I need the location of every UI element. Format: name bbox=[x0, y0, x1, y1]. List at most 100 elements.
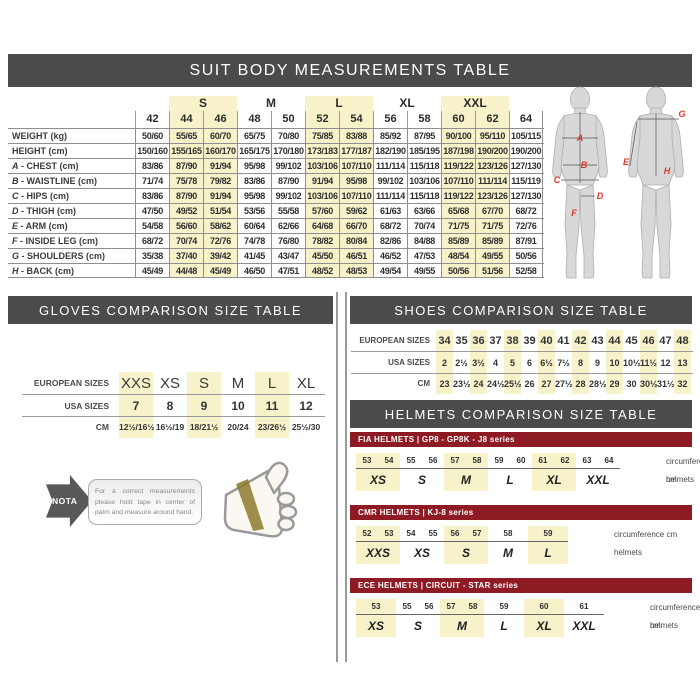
helmet-circumference-row: 59 bbox=[484, 599, 524, 615]
suit-value-cell: 49/54 bbox=[373, 264, 407, 277]
comp-cell: 4 bbox=[492, 358, 498, 368]
helmet-section: CMR HELMETS | KJ-8 series 52 53 XXS 54 55 XS 56… bbox=[350, 505, 692, 568]
helmet-circumference-row: 56 57 bbox=[444, 526, 488, 542]
suit-value-cell: 173/183 bbox=[305, 144, 339, 158]
suit-group-row: S M L XL XXL bbox=[8, 96, 544, 111]
suit-data-row: H - BACK (cm) 45/49 44/48 45/49 46/50 47/51 48… bbox=[8, 263, 544, 278]
thumb-measure-image bbox=[223, 461, 298, 538]
comp-cell: 24½ bbox=[487, 379, 505, 389]
suit-value-cell: 41/45 bbox=[237, 249, 271, 263]
suit-value-cell: 85/89 bbox=[475, 234, 509, 248]
suit-value-cell: 103/106 bbox=[305, 189, 339, 203]
suit-group-cell: L bbox=[305, 96, 373, 111]
suit-value-cell: 127/130 bbox=[509, 189, 543, 203]
helmet-size-group: 54 55 XS bbox=[400, 526, 444, 564]
nota-text: For a correct measurements please hold t… bbox=[95, 488, 195, 517]
comp-cell: 28 bbox=[572, 374, 589, 394]
helmet-section: FIA HELMETS | GP8 - GP8K - J8 series 53 54… bbox=[350, 432, 700, 495]
helmet-circumference-value: 53 bbox=[362, 456, 372, 465]
helmet-size-label: XL bbox=[546, 473, 562, 487]
helmet-circumference-row: 63 64 bbox=[576, 453, 620, 469]
suit-value-cell: 123/126 bbox=[475, 159, 509, 173]
comp-cell: 32 bbox=[674, 374, 691, 394]
comp-cell: XL bbox=[296, 375, 316, 392]
helmet-groups: 52 53 XXS 54 55 XS 56 57 S 58 M 59 L bbox=[356, 526, 568, 564]
helmet-circumference-row: 57 58 bbox=[440, 599, 484, 615]
suit-row-label: G - SHOULDERS (cm) bbox=[12, 251, 106, 261]
suit-row-label: F - INSIDE LEG (cm) bbox=[12, 236, 99, 246]
suit-value-cell: 95/110 bbox=[475, 129, 509, 143]
helmets-label: helmets bbox=[650, 621, 679, 630]
helmet-section-body: 53 XS 55 56 S 57 58 M 59 L 60 XL 61 XXL circumference … bbox=[350, 593, 700, 641]
helmet-circumference-value: 55 bbox=[402, 602, 412, 611]
comp-cell: 27 bbox=[538, 374, 555, 394]
helmet-circumference-row: 59 bbox=[528, 526, 568, 542]
comp-cell: 35 bbox=[455, 335, 468, 347]
suit-value-cell: 75/85 bbox=[305, 129, 339, 143]
helmet-groups: 53 54 XS 55 56 S 57 58 M 59 60 L 61 62 XL 63 64 XXL bbox=[356, 453, 620, 491]
helmet-size-label: XS bbox=[367, 619, 384, 633]
suit-value-cell: 87/90 bbox=[169, 159, 203, 173]
helmet-size-group: 61 XXL bbox=[564, 599, 604, 637]
suit-value-cell: 107/110 bbox=[339, 189, 373, 203]
suit-value-cell: 57/60 bbox=[305, 204, 339, 218]
comp-cell: 24 bbox=[470, 374, 487, 394]
suit-value-cell: 46/52 bbox=[373, 249, 407, 263]
suit-row-label: D - THIGH (cm) bbox=[12, 206, 76, 216]
suit-value-cell: 84/88 bbox=[407, 234, 441, 248]
suit-data-row: HEIGHT (cm) 150/160 155/165 160/170 165/175 1… bbox=[8, 143, 544, 158]
comp-cell: 8 bbox=[166, 399, 174, 413]
measurement-lines bbox=[561, 112, 679, 197]
helmet-size-group: 59 60 L bbox=[488, 453, 532, 491]
comp-cell: 23½ bbox=[453, 379, 471, 389]
suit-size-cell: 64 bbox=[509, 111, 543, 128]
helmet-circumference-value: 59 bbox=[499, 602, 509, 611]
suit-value-cell: 49/55 bbox=[407, 264, 441, 277]
comp-cell: 11 bbox=[255, 395, 289, 416]
suit-value-cell: 99/102 bbox=[271, 189, 305, 203]
suit-value-cell: 115/119 bbox=[509, 174, 543, 188]
suit-value-cell: 45/50 bbox=[305, 249, 339, 263]
suit-size-table: S M L XL XXL 42 44 46 48 50 52 54 56 58 60 62 64 WEIGHT (… bbox=[8, 96, 544, 278]
suit-data-row: E - ARM (cm) 54/58 56/60 58/62 60/64 62/66 64/… bbox=[8, 218, 544, 233]
comp-cell: 25½ bbox=[504, 374, 522, 394]
suit-row-label: WEIGHT (kg) bbox=[12, 131, 67, 141]
comp-cell: 23 bbox=[436, 374, 453, 394]
suit-row-letter: B bbox=[12, 176, 19, 186]
suit-group-cell: M bbox=[266, 96, 276, 110]
suit-value-cell: 47/53 bbox=[407, 249, 441, 263]
suit-value-cell: 60/64 bbox=[237, 219, 271, 233]
helmets-title: HELMETS COMPARISON SIZE TABLE bbox=[384, 406, 658, 422]
comp-cell: 46 bbox=[640, 330, 657, 351]
suit-size-cell: 56 bbox=[373, 111, 407, 128]
suit-value-cell: 107/110 bbox=[339, 159, 373, 173]
comp-cell: 10½ bbox=[623, 358, 641, 368]
comp-cell: 12 bbox=[660, 358, 671, 368]
helmet-circumference-value: 59 bbox=[494, 456, 504, 465]
helmet-section: ECE HELMETS | CIRCUIT - STAR series 53 XS 5… bbox=[350, 578, 700, 641]
helmet-circumference-row: 53 bbox=[356, 599, 396, 615]
shoes-helmets-section: SHOES COMPARISON SIZE TABLE EUROPEAN SIZ… bbox=[345, 292, 700, 662]
suit-value-cell: 85/92 bbox=[373, 129, 407, 143]
suit-data-row: B - WAISTLINE (cm) 71/74 75/78 79/82 83/86 87… bbox=[8, 173, 544, 188]
suit-value-cell: 52/58 bbox=[509, 264, 543, 277]
helmet-circumference-row: 61 62 bbox=[532, 453, 576, 469]
comp-cell: 12 bbox=[299, 399, 313, 413]
comp-cell: 34 bbox=[436, 330, 453, 351]
suit-value-cell: 160/170 bbox=[203, 144, 237, 158]
helmet-size-label: L bbox=[506, 473, 514, 487]
suit-value-cell: 67/70 bbox=[475, 204, 509, 218]
helmet-circumference-value: 57 bbox=[450, 456, 460, 465]
figure-letter-G: G bbox=[678, 109, 685, 119]
gloves-title: GLOVES COMPARISON SIZE TABLE bbox=[38, 302, 303, 318]
suit-value-cell: 99/102 bbox=[373, 174, 407, 188]
suit-value-cell: 72/76 bbox=[203, 234, 237, 248]
suit-size-cell: 50 bbox=[271, 111, 305, 128]
suit-value-cell: 48/53 bbox=[339, 264, 373, 277]
suit-value-cell: 87/90 bbox=[271, 174, 305, 188]
suit-value-cell: 55/58 bbox=[271, 204, 305, 218]
suit-value-cell: 53/56 bbox=[237, 204, 271, 218]
suit-value-cell: 66/70 bbox=[339, 219, 373, 233]
suit-value-cell: 103/106 bbox=[305, 159, 339, 173]
